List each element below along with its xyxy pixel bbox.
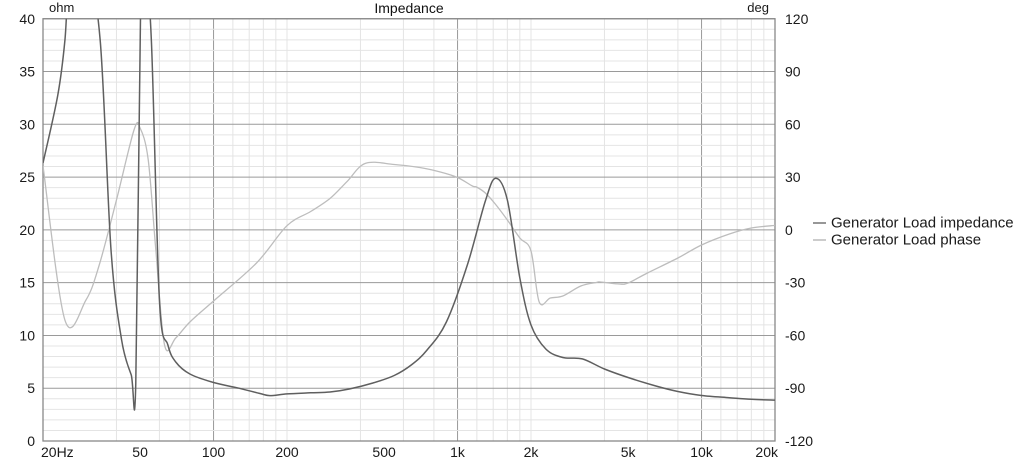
svg-text:-90: -90 xyxy=(785,380,805,396)
svg-text:5: 5 xyxy=(27,380,35,396)
svg-text:35: 35 xyxy=(19,64,35,80)
svg-text:90: 90 xyxy=(785,64,801,80)
svg-text:25: 25 xyxy=(19,169,35,185)
svg-text:30: 30 xyxy=(785,169,801,185)
svg-text:10k: 10k xyxy=(690,444,714,460)
svg-text:-30: -30 xyxy=(785,275,805,291)
svg-text:Impedance: Impedance xyxy=(374,0,443,16)
svg-text:100: 100 xyxy=(202,444,226,460)
svg-text:20k: 20k xyxy=(755,444,779,460)
svg-text:-120: -120 xyxy=(785,433,813,449)
svg-text:Generator Load phase: Generator Load phase xyxy=(831,232,981,249)
svg-text:60: 60 xyxy=(785,116,801,132)
svg-text:0: 0 xyxy=(785,222,793,238)
svg-text:40: 40 xyxy=(19,11,35,27)
svg-text:120: 120 xyxy=(785,11,809,27)
svg-text:500: 500 xyxy=(372,444,396,460)
svg-text:2k: 2k xyxy=(524,444,540,460)
svg-text:5k: 5k xyxy=(621,444,637,460)
svg-text:-60: -60 xyxy=(785,327,805,343)
svg-text:10: 10 xyxy=(19,327,35,343)
svg-text:20: 20 xyxy=(19,222,35,238)
svg-text:1k: 1k xyxy=(450,444,466,460)
svg-text:200: 200 xyxy=(275,444,299,460)
svg-text:Generator Load impedance: Generator Load impedance xyxy=(831,215,1014,232)
svg-text:ohm: ohm xyxy=(49,0,74,15)
svg-text:15: 15 xyxy=(19,275,35,291)
svg-text:20Hz: 20Hz xyxy=(41,444,74,460)
svg-text:0: 0 xyxy=(27,433,35,449)
svg-text:deg: deg xyxy=(747,0,769,15)
svg-text:30: 30 xyxy=(19,116,35,132)
svg-text:50: 50 xyxy=(132,444,148,460)
